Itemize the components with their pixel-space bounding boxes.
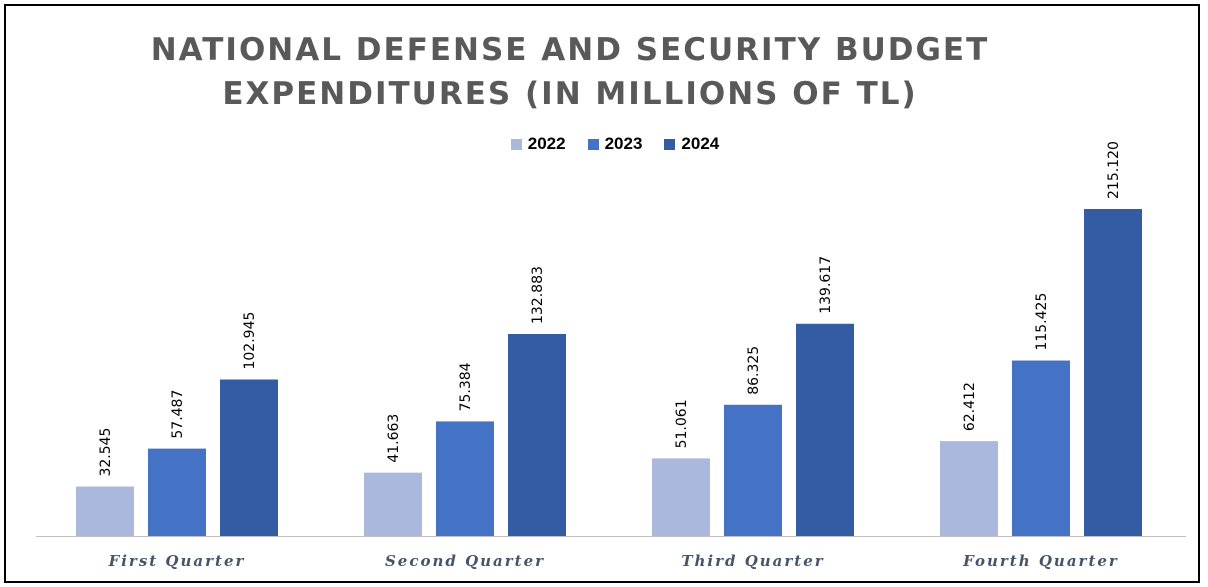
chart-title-line-1: NATIONAL DEFENSE AND SECURITY BUDGET: [150, 32, 990, 68]
legend-item-2023: 2023: [587, 134, 643, 154]
data-label-2024-2: 132.883: [530, 266, 546, 324]
legend-label-2024: 2024: [681, 134, 720, 153]
bar-2024-3: [796, 323, 854, 536]
bar-2024-1: [220, 379, 278, 536]
bar-2022-4: [940, 441, 998, 536]
bar-2022-3: [652, 458, 710, 536]
chart-title-line-2: EXPENDITURES (IN MILLIONS OF TL): [222, 76, 918, 112]
legend-label-2023: 2023: [604, 134, 643, 153]
bar-2023-1: [148, 448, 206, 536]
category-label-2: Second Quarter: [385, 552, 545, 570]
data-label-2022-3: 51.061: [674, 399, 690, 448]
data-label-2023-4: 115.425: [1034, 293, 1050, 351]
legend-swatch-2023: [587, 138, 599, 150]
bar-2022-1: [76, 486, 134, 536]
category-label-1: First Quarter: [108, 552, 246, 570]
legend-item-2022: 2022: [510, 134, 566, 154]
legend-swatch-2022: [510, 138, 522, 150]
data-label-2023-2: 75.384: [458, 362, 474, 411]
category-label-3: Third Quarter: [681, 552, 824, 570]
data-label-2022-2: 41.663: [386, 414, 402, 463]
data-label-2022-4: 62.412: [962, 382, 978, 431]
legend-item-2024: 2024: [664, 134, 719, 154]
bar-2024-4: [1084, 209, 1142, 536]
data-label-2023-1: 57.487: [170, 390, 186, 439]
data-label-2024-4: 215.120: [1106, 141, 1122, 199]
data-label-2024-1: 102.945: [242, 312, 258, 370]
legend-label-2022: 2022: [527, 134, 566, 153]
bar-2023-2: [436, 421, 494, 536]
chart-title: NATIONAL DEFENSE AND SECURITY BUDGET EXP…: [0, 28, 1140, 116]
legend-swatch-2024: [664, 138, 676, 150]
data-label-2022-1: 32.545: [98, 428, 114, 477]
data-label-2024-3: 139.617: [818, 256, 834, 314]
bar-2024-2: [508, 334, 566, 536]
bar-2022-2: [364, 472, 422, 536]
bar-2023-4: [1012, 360, 1070, 536]
category-label-4: Fourth Quarter: [962, 552, 1119, 570]
legend: 2022 2023 2024: [0, 134, 1208, 154]
bar-2023-3: [724, 404, 782, 536]
data-label-2023-3: 86.325: [746, 346, 762, 395]
